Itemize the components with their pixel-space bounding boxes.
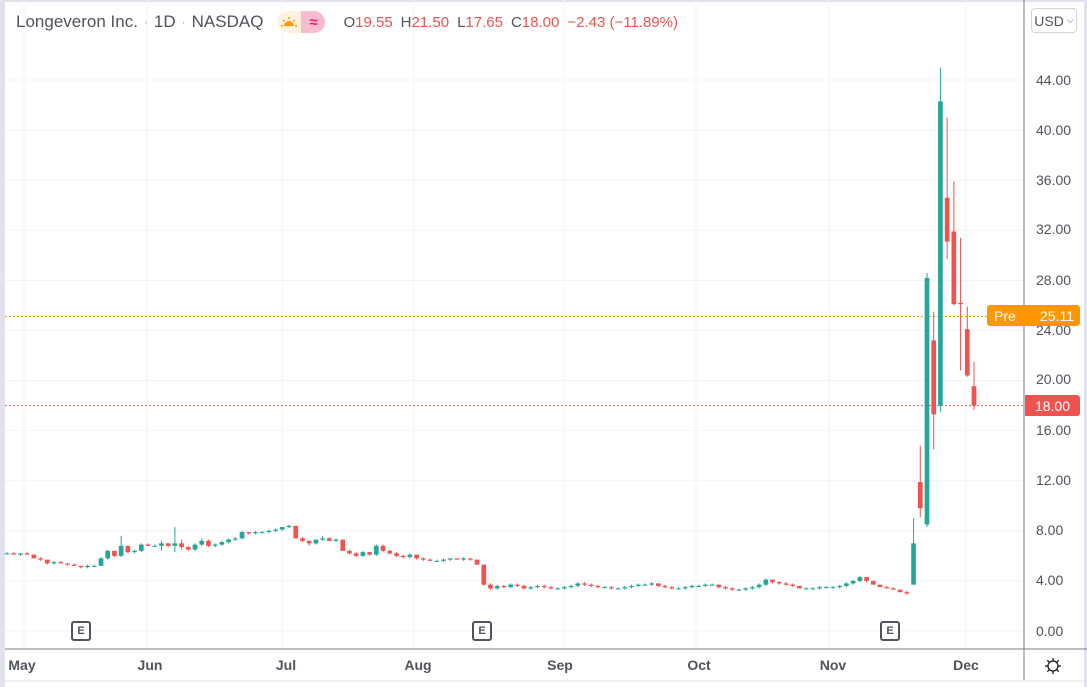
- interval[interactable]: 1D: [153, 12, 176, 31]
- price-tick: 36.00: [1036, 172, 1072, 188]
- currency-label: USD: [1034, 12, 1064, 29]
- price-tick: 44.00: [1036, 72, 1072, 88]
- chart-legend: Longeveron Inc. · 1D · NASDAQ ≈ O19.55 H…: [16, 9, 678, 35]
- high-value: 21.50: [411, 13, 450, 31]
- price-tick: 0.00: [1036, 623, 1064, 639]
- close-value: 18.00: [521, 13, 560, 31]
- price-tick: 28.00: [1036, 272, 1072, 288]
- price-tick: 24.00: [1036, 322, 1072, 338]
- low-value: 17.65: [465, 13, 503, 31]
- open-value: 19.55: [355, 13, 393, 31]
- premarket-price-tag: Pre 25.11: [987, 305, 1080, 326]
- time-tick: Oct: [687, 657, 711, 673]
- time-tick: Aug: [404, 657, 432, 673]
- close-key: C: [510, 13, 522, 31]
- top-edge: [0, 0, 1087, 2]
- ohlc-values: O19.55 H21.50 L17.65 C18.00 −2.43 (−11.8…: [343, 14, 678, 31]
- left-edge: [0, 0, 5, 687]
- last-value: 18.00: [1034, 397, 1071, 414]
- pre-value: 25.11: [1040, 307, 1074, 324]
- pre-label: Pre: [994, 307, 1016, 324]
- time-tick: Nov: [819, 657, 847, 673]
- time-tick: Jul: [275, 657, 297, 673]
- chevron-down-icon: ⌵: [1066, 15, 1074, 25]
- currency-button[interactable]: USD ⌵: [1031, 8, 1077, 33]
- price-tick: 4.00: [1036, 572, 1064, 588]
- sun-icon[interactable]: [277, 11, 302, 33]
- grid-lines: [5, 0, 1024, 649]
- market-status-badges[interactable]: ≈: [277, 11, 326, 33]
- axis-borders: [5, 0, 1087, 682]
- price-tick: 20.00: [1036, 371, 1072, 387]
- symbol-name[interactable]: Longeveron Inc.: [16, 12, 138, 31]
- open-key: O: [343, 13, 356, 31]
- price-tick: 8.00: [1036, 522, 1064, 538]
- settings-icon[interactable]: [1043, 656, 1063, 676]
- price-lines: [5, 316, 1024, 407]
- time-tick: Jun: [137, 657, 163, 673]
- change-value: −2.43 (−11.89%): [567, 13, 678, 31]
- separator: ·: [181, 15, 186, 29]
- last-price-tag: 18.00: [1025, 395, 1080, 416]
- price-tick: 12.00: [1036, 472, 1072, 488]
- earnings-marker[interactable]: E: [71, 621, 91, 641]
- price-tick: 40.00: [1036, 122, 1072, 138]
- time-tick: Sep: [547, 657, 573, 673]
- earnings-marker[interactable]: E: [472, 621, 492, 641]
- earnings-marker[interactable]: E: [880, 621, 900, 641]
- candlestick-series: [4, 67, 977, 595]
- price-tick: 16.00: [1036, 422, 1072, 438]
- high-key: H: [400, 13, 412, 31]
- wave-icon[interactable]: ≈: [301, 11, 326, 33]
- exchange: NASDAQ: [191, 12, 264, 31]
- price-tick: 32.00: [1036, 221, 1072, 237]
- low-key: L: [457, 13, 466, 31]
- time-tick: May: [8, 657, 36, 673]
- separator: ·: [143, 15, 148, 29]
- time-tick: Dec: [953, 657, 979, 673]
- right-edge: [1084, 0, 1087, 687]
